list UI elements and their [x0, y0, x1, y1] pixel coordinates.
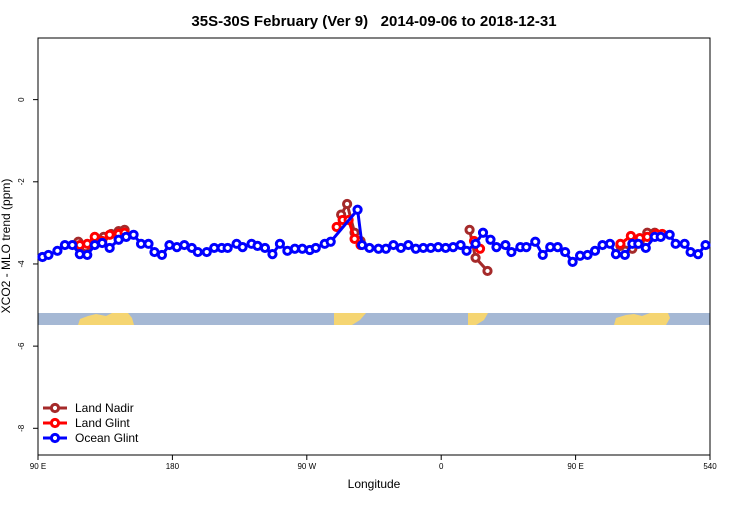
point [310, 242, 321, 254]
point [97, 237, 108, 249]
point [485, 234, 496, 245]
point [506, 246, 517, 258]
point [104, 229, 115, 240]
point [537, 249, 548, 261]
point [521, 242, 532, 253]
point [128, 229, 139, 240]
point [325, 236, 336, 247]
x-tick-label: 90 W [297, 462, 316, 471]
point [655, 231, 666, 242]
x-tick-label: 90 E [30, 462, 46, 471]
point [461, 245, 472, 256]
x-tick-label: 180 [166, 462, 180, 471]
point [364, 242, 375, 254]
point [237, 242, 248, 253]
point [500, 239, 511, 251]
point [679, 238, 690, 249]
land [468, 313, 488, 325]
point [349, 233, 360, 244]
point [143, 238, 154, 249]
x-tick-label: 540 [703, 462, 717, 471]
point [619, 249, 630, 261]
x-tick-label: 90 E [567, 462, 583, 471]
land-sea-strip [38, 313, 710, 325]
y-tick-label: -4 [17, 260, 26, 268]
point [567, 256, 578, 268]
land [334, 313, 366, 325]
point [267, 249, 278, 260]
point [274, 238, 286, 249]
ocean-band [38, 313, 710, 325]
point [582, 249, 593, 261]
legend-label: Land Glint [75, 416, 130, 430]
point [700, 239, 711, 251]
point [222, 242, 233, 254]
legend-label: Land Nadir [75, 401, 134, 415]
point [104, 242, 115, 254]
point [664, 229, 675, 240]
y-tick-label: -8 [17, 424, 26, 432]
point [610, 249, 622, 260]
point [67, 239, 78, 251]
legend-marker [49, 417, 61, 429]
y-tick-label: -2 [17, 178, 26, 186]
point [589, 245, 601, 256]
point [89, 231, 100, 242]
legend-marker [49, 402, 61, 414]
y-axis-label: XCO2 - MLO trend (ppm) [0, 179, 13, 314]
y-tick-label: 0 [17, 97, 26, 102]
point [604, 238, 616, 249]
legend-marker [49, 432, 61, 444]
point [331, 221, 342, 233]
point [640, 242, 651, 254]
x-axis-label: Longitude [348, 477, 401, 491]
point [482, 265, 493, 277]
point [380, 243, 392, 254]
point [52, 245, 63, 256]
point [464, 224, 475, 235]
point [259, 242, 271, 254]
point [352, 204, 363, 215]
land [614, 313, 670, 325]
point [670, 238, 681, 249]
point [470, 252, 481, 263]
point [552, 242, 563, 253]
point [692, 249, 704, 260]
point [530, 236, 541, 247]
x-tick-label: 0 [439, 462, 444, 471]
point [403, 239, 414, 251]
point [560, 246, 571, 258]
land [78, 313, 134, 325]
point [625, 230, 636, 242]
point [192, 246, 203, 258]
series-line [41, 206, 707, 265]
point [470, 238, 481, 249]
point [342, 198, 353, 210]
point [491, 242, 502, 253]
point [455, 239, 466, 251]
point [82, 249, 93, 261]
legend-label: Ocean Glint [75, 431, 139, 445]
point [477, 227, 489, 238]
chart-title: 35S-30S February (Ver 9) 2014-09-06 to 2… [191, 13, 556, 30]
y-tick-label: -6 [17, 342, 26, 350]
point [633, 238, 644, 249]
point [615, 238, 626, 249]
point [201, 246, 212, 258]
point [43, 249, 54, 261]
point [156, 249, 168, 261]
